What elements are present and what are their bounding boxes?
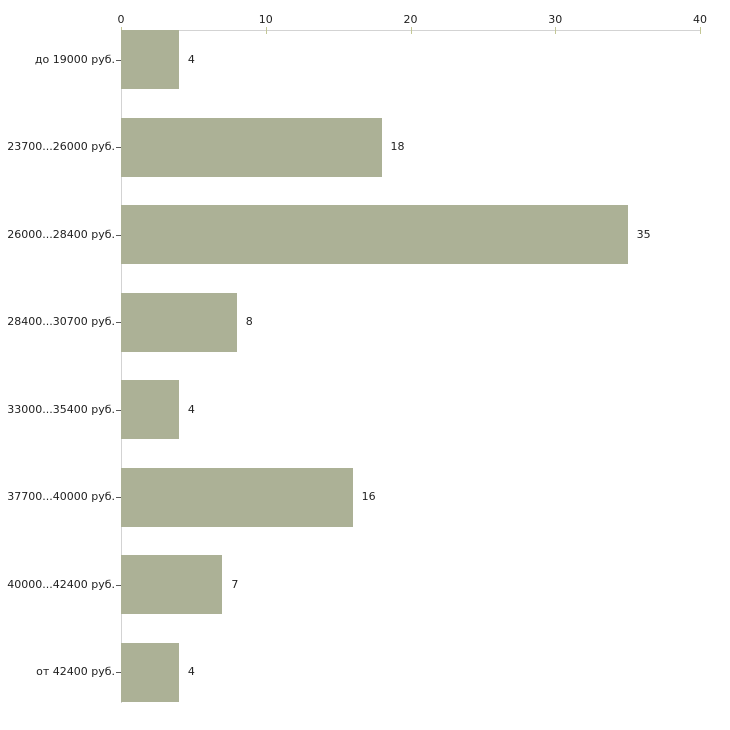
x-axis-tick-label: 20 <box>403 13 418 26</box>
value-label: 16 <box>361 490 376 503</box>
value-label: 4 <box>187 665 195 678</box>
category-label: 40000...42400 руб. <box>7 577 115 591</box>
category-label: 33000...35400 руб. <box>7 402 115 416</box>
bar <box>121 380 179 439</box>
y-axis-tick-mark <box>116 409 121 411</box>
y-axis-tick-mark <box>116 59 121 61</box>
category-label: 26000...28400 руб. <box>7 227 115 241</box>
bar <box>121 30 179 89</box>
bar <box>121 205 628 264</box>
x-axis-tick-label: 0 <box>117 13 125 26</box>
y-axis-tick-mark <box>116 322 121 323</box>
category-label: 23700...26000 руб. <box>7 140 115 153</box>
bar <box>121 555 223 614</box>
category-label: 28400...30700 руб. <box>7 315 115 328</box>
y-axis-tick-mark <box>116 234 121 236</box>
y-axis-line <box>121 30 122 703</box>
y-axis-tick-mark <box>116 584 121 586</box>
value-label: 35 <box>636 227 651 241</box>
value-label: 8 <box>245 315 253 328</box>
bar <box>121 117 382 177</box>
x-axis-tick-mark <box>555 27 557 34</box>
value-label: 4 <box>187 52 195 66</box>
value-label: 7 <box>231 577 239 591</box>
category-label: 37700...40000 руб. <box>7 490 115 503</box>
category-label: до 19000 руб. <box>34 52 115 66</box>
x-axis-tick-label: 30 <box>548 13 563 26</box>
x-axis-tick-label: 40 <box>693 13 707 26</box>
value-label: 18 <box>390 140 405 153</box>
bar <box>121 292 237 352</box>
bar <box>121 467 353 527</box>
y-axis-tick-mark <box>116 147 121 148</box>
x-axis-tick-mark <box>265 27 267 34</box>
y-axis-tick-mark <box>116 497 121 498</box>
bar <box>121 642 179 702</box>
category-label: от 42400 руб. <box>36 665 115 678</box>
x-axis-tick-mark <box>700 27 701 34</box>
x-axis-tick-label: 10 <box>258 13 273 26</box>
y-axis-tick-mark <box>116 672 121 673</box>
x-axis-tick-mark <box>410 27 412 34</box>
value-label: 4 <box>187 402 195 416</box>
